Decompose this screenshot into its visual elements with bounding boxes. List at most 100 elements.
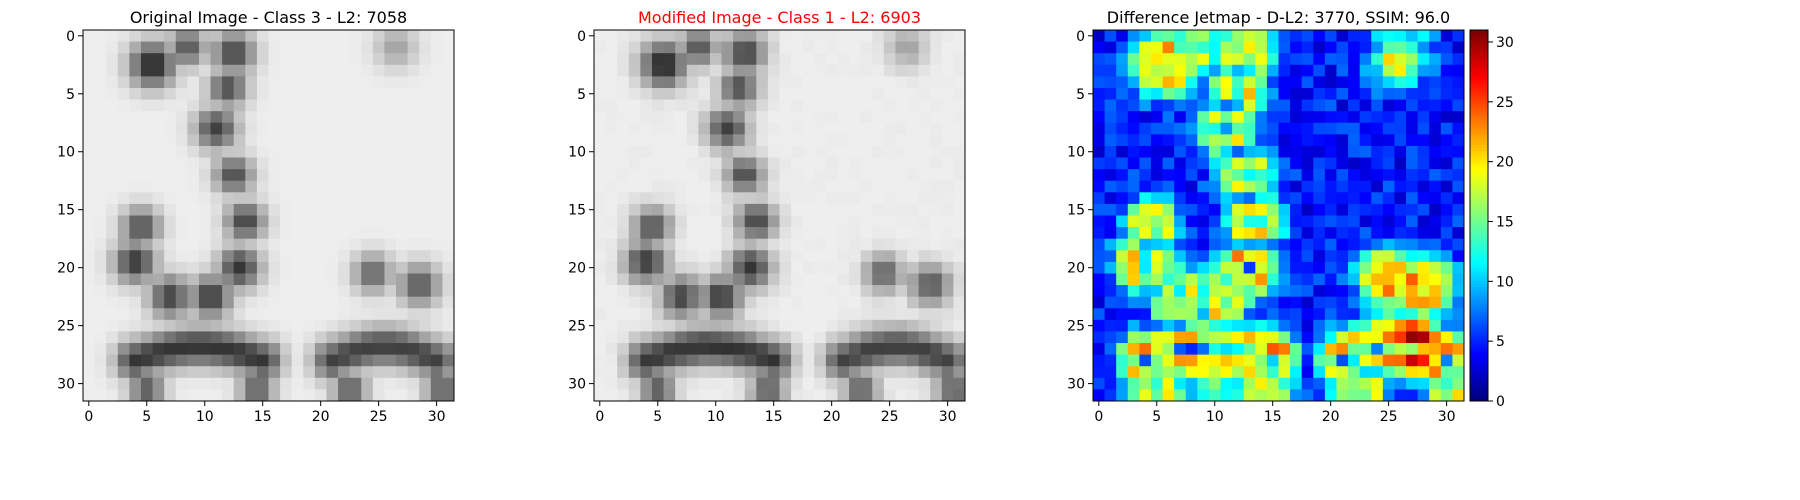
pixel <box>1382 354 1395 367</box>
pixel <box>140 87 153 100</box>
pixel <box>256 227 269 240</box>
pixel <box>1093 296 1105 309</box>
pixel <box>396 180 409 193</box>
pixel <box>1440 192 1453 205</box>
pixel <box>814 180 827 193</box>
pixel <box>1208 308 1221 321</box>
x-tick-label: 25 <box>370 409 388 425</box>
pixel <box>280 296 293 309</box>
pixel <box>1290 180 1303 193</box>
pixel <box>314 203 327 216</box>
pixel <box>245 343 258 356</box>
pixel <box>953 180 966 193</box>
pixel <box>1301 273 1314 286</box>
pixel <box>256 389 269 402</box>
pixel <box>849 261 862 274</box>
pixel <box>860 41 873 54</box>
pixel <box>175 227 188 240</box>
pixel <box>895 389 908 402</box>
pixel <box>303 389 316 402</box>
y-tick-label: 20 <box>57 261 75 277</box>
pixel <box>605 250 618 263</box>
pixel <box>733 285 746 298</box>
colorbar-step <box>1470 234 1488 238</box>
pixel <box>860 343 873 356</box>
pixel <box>1185 111 1198 124</box>
pixel <box>709 250 722 263</box>
pixel <box>918 180 931 193</box>
pixel <box>594 203 606 216</box>
pixel <box>442 366 455 379</box>
pixel <box>825 389 838 402</box>
pixel <box>442 64 455 77</box>
pixel <box>430 343 443 356</box>
pixel <box>1093 180 1105 193</box>
pixel <box>1290 285 1303 298</box>
pixel <box>1278 87 1291 100</box>
pixel <box>106 331 119 344</box>
pixel <box>941 41 954 54</box>
pixel <box>291 30 304 42</box>
pixel <box>129 99 142 112</box>
pixel <box>117 319 130 332</box>
pixel <box>291 203 304 216</box>
pixel <box>1290 122 1303 135</box>
pixel <box>1232 285 1245 298</box>
y-tick-label: 20 <box>1067 261 1085 277</box>
pixel <box>175 261 188 274</box>
pixel <box>686 250 699 263</box>
pixel <box>918 41 931 54</box>
pixel <box>872 180 885 193</box>
pixel <box>1185 157 1198 170</box>
panel-title: Modified Image - Class 1 - L2: 6903 <box>638 8 921 27</box>
pixel <box>106 377 119 390</box>
pixel <box>407 261 420 274</box>
pixel <box>198 308 211 321</box>
pixel <box>407 145 420 158</box>
pixel <box>779 145 792 158</box>
pixel <box>721 319 734 332</box>
pixel <box>628 30 641 42</box>
pixel <box>83 99 95 112</box>
pixel <box>175 111 188 124</box>
pixel <box>198 145 211 158</box>
pixel <box>1452 308 1465 321</box>
pixel <box>1301 389 1314 402</box>
pixel <box>1243 319 1256 332</box>
pixel <box>895 169 908 182</box>
pixel <box>872 53 885 66</box>
y-tick-label: 10 <box>568 145 586 161</box>
pixel <box>651 215 664 228</box>
pixel <box>1139 145 1152 158</box>
pixel <box>1290 41 1303 54</box>
pixel <box>106 180 119 193</box>
pixel <box>106 389 119 402</box>
pixel <box>721 215 734 228</box>
pixel <box>698 319 711 332</box>
pixel <box>872 273 885 286</box>
pixel <box>1359 296 1372 309</box>
pixel <box>1243 53 1256 66</box>
pixel <box>233 319 246 332</box>
pixel <box>1324 250 1337 263</box>
pixel <box>907 331 920 344</box>
pixel <box>1139 180 1152 193</box>
pixel <box>198 273 211 286</box>
pixel <box>280 319 293 332</box>
x-tick-label: 10 <box>196 409 214 425</box>
pixel <box>1208 192 1221 205</box>
pixel <box>651 111 664 124</box>
pixel <box>94 285 107 298</box>
pixel <box>1290 145 1303 158</box>
pixel <box>686 169 699 182</box>
pixel <box>187 377 200 390</box>
pixel <box>663 76 676 89</box>
pixel <box>1348 111 1361 124</box>
pixel <box>152 145 165 158</box>
pixel <box>686 99 699 112</box>
pixel <box>164 319 177 332</box>
pixel <box>605 296 618 309</box>
colorbar-step <box>1470 357 1488 362</box>
pixel <box>1452 30 1465 42</box>
pixel <box>1185 343 1198 356</box>
